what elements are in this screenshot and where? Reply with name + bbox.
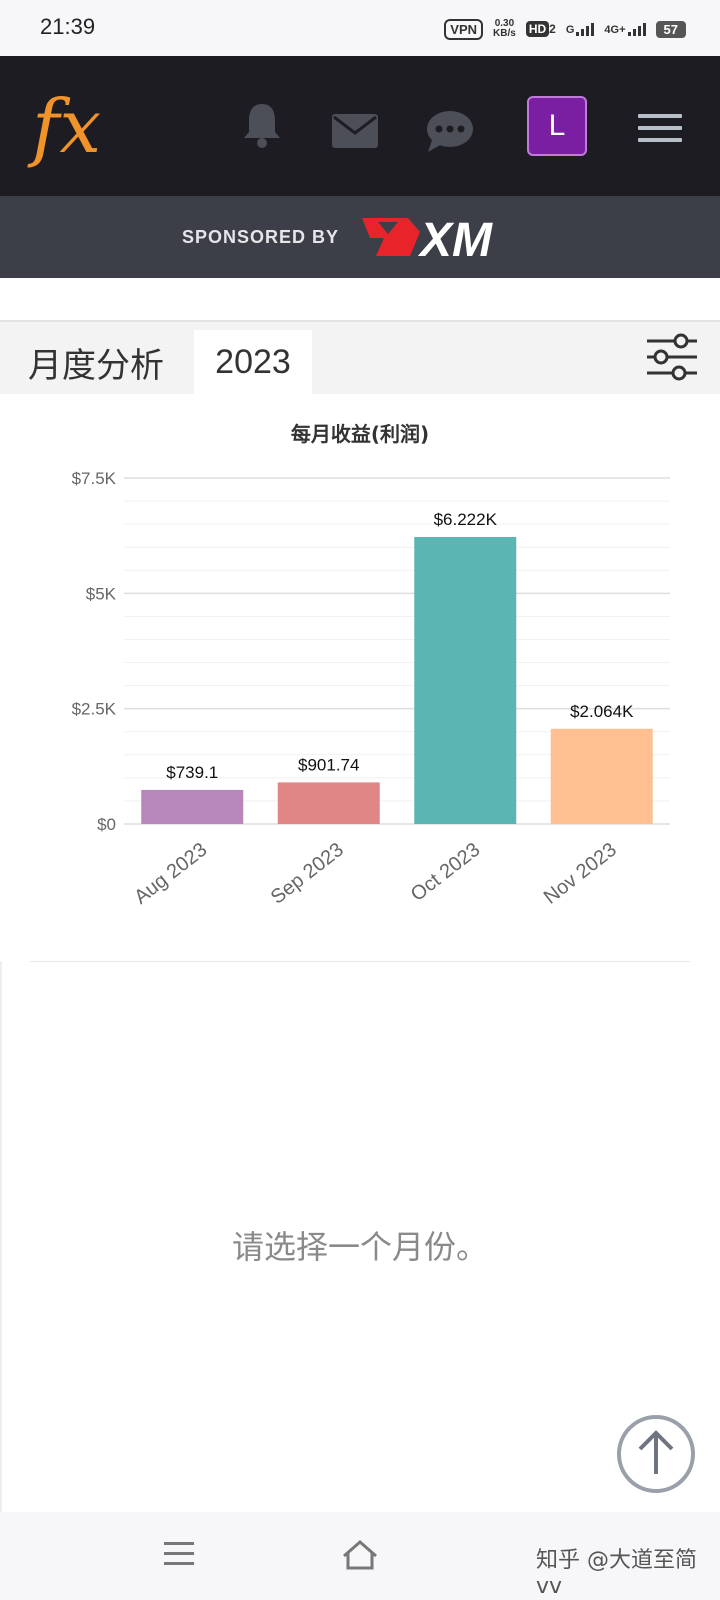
nav-recent-apps-icon[interactable] <box>164 1542 194 1572</box>
sponsor-banner[interactable]: SPONSORED BY XM <box>0 196 720 278</box>
battery-icon: 57 <box>655 20 686 38</box>
x-tick-label: Sep 2023 <box>267 839 348 909</box>
status-time: 21:39 <box>40 14 96 39</box>
section-divider <box>0 320 720 322</box>
zhihu-watermark: 知乎 @大道至简vv <box>536 1548 697 1599</box>
x-tick-label: Nov 2023 <box>540 839 621 909</box>
chart-bottom-divider <box>30 961 690 962</box>
panel-left-border <box>0 961 2 1521</box>
network-speed: 0.30 KB/s <box>493 19 516 39</box>
nav-home-icon[interactable] <box>340 1538 380 1577</box>
data-label: $2.064K <box>570 702 634 721</box>
analysis-tabs: 月度分析 2023 <box>0 322 720 394</box>
x-tick-label: Aug 2023 <box>130 839 211 909</box>
hd-voice-icon: HD 2 <box>525 21 556 37</box>
data-label: $6.222K <box>434 510 498 529</box>
tab-monthly-analysis[interactable]: 月度分析 <box>28 346 164 386</box>
signal-icon-1: G <box>566 22 595 36</box>
filter-sliders-icon[interactable] <box>645 332 699 382</box>
status-bar: 21:39 VPN 0.30 KB/s HD 2 G 4G+ 57 <box>0 0 720 56</box>
svg-text:fx: fx <box>27 84 101 170</box>
y-tick-label: $0 <box>97 815 116 834</box>
network-speed-unit: KB/s <box>493 28 516 39</box>
status-icons: VPN 0.30 KB/s HD 2 G 4G+ 57 <box>444 14 686 44</box>
data-label: $901.74 <box>298 755 359 774</box>
data-label: $739.1 <box>166 763 218 782</box>
vpn-icon: VPN <box>444 18 484 40</box>
select-month-message: 请选择一个月份。 <box>231 1228 488 1266</box>
bar <box>277 782 380 824</box>
bar <box>414 536 517 824</box>
y-tick-label: $2.5K <box>72 700 117 719</box>
y-tick-label: $7.5K <box>72 469 117 488</box>
y-tick-label: $5K <box>86 584 117 603</box>
bar <box>141 789 244 824</box>
monthly-profit-chart: 每月收益(利润) $0 $2.5K $5K $7.5K $739.1 Aug 2023 $9… <box>0 394 720 959</box>
sponsor-label: SPONSORED BY <box>182 227 340 247</box>
mail-icon[interactable] <box>332 114 378 153</box>
bell-icon[interactable] <box>240 100 284 155</box>
x-tick-label: Oct 2023 <box>407 839 485 906</box>
fx-logo[interactable]: fx <box>26 74 126 174</box>
network-speed-value: 0.30 <box>494 18 515 29</box>
chart-title: 每月收益(利润) <box>290 422 430 446</box>
scroll-to-top-button[interactable] <box>616 1414 696 1494</box>
user-avatar[interactable]: L <box>527 96 587 156</box>
system-nav-bar: 知乎 @大道至简vv <box>0 1512 720 1600</box>
app-header: fx L <box>0 56 720 196</box>
xm-logo: XM <box>358 212 528 267</box>
hamburger-menu-icon[interactable] <box>638 114 682 150</box>
chat-icon[interactable] <box>426 110 474 157</box>
bar-chart-canvas: $0 $2.5K $5K $7.5K $739.1 Aug 2023 $901.74 Sep … <box>72 469 670 909</box>
tab-year-2023[interactable]: 2023 <box>194 330 312 394</box>
svg-text:XM: XM <box>417 214 493 262</box>
bar <box>550 728 653 824</box>
signal-icon-2: 4G+ <box>604 22 646 36</box>
